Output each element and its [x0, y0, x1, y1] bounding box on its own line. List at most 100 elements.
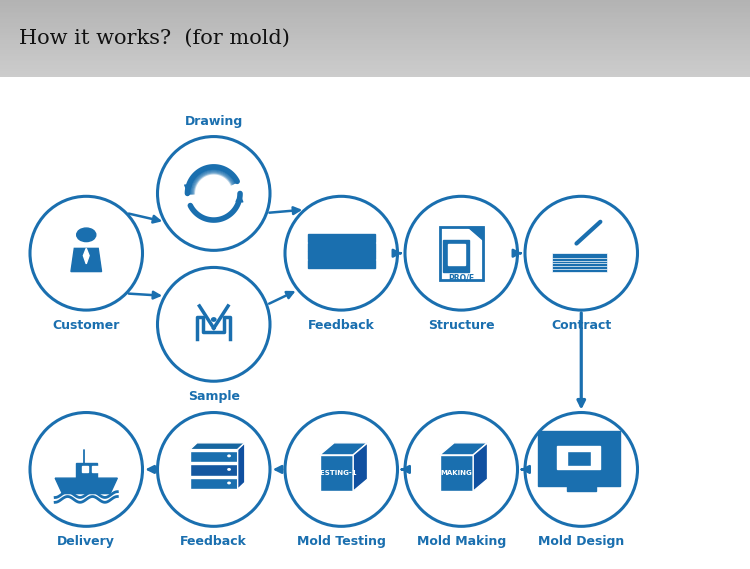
- Polygon shape: [469, 226, 483, 240]
- Bar: [0, 35, 750, 36]
- FancyBboxPatch shape: [308, 234, 375, 242]
- FancyBboxPatch shape: [551, 261, 607, 266]
- Bar: [0, 29, 750, 31]
- Polygon shape: [83, 248, 89, 264]
- Ellipse shape: [211, 317, 217, 322]
- FancyBboxPatch shape: [82, 466, 88, 472]
- Bar: [0, 46, 750, 48]
- Bar: [0, 21, 750, 23]
- Bar: [0, 10, 750, 11]
- Text: Sample: Sample: [188, 390, 240, 403]
- Ellipse shape: [405, 413, 517, 526]
- FancyBboxPatch shape: [308, 260, 375, 268]
- Ellipse shape: [285, 196, 398, 310]
- FancyBboxPatch shape: [308, 242, 375, 251]
- Bar: [0, 40, 750, 42]
- Text: Mold Testing: Mold Testing: [297, 535, 386, 548]
- Ellipse shape: [525, 196, 638, 310]
- Bar: [0, 23, 750, 25]
- Text: Delivery: Delivery: [57, 535, 116, 548]
- FancyBboxPatch shape: [190, 477, 238, 489]
- Bar: [0, 57, 750, 60]
- Bar: [0, 39, 750, 40]
- Ellipse shape: [158, 267, 270, 381]
- Bar: [0, 31, 750, 32]
- FancyBboxPatch shape: [448, 244, 464, 265]
- Text: .stp: .stp: [204, 189, 231, 203]
- Text: PRO/E: PRO/E: [448, 274, 474, 283]
- Bar: [0, 36, 750, 39]
- Polygon shape: [238, 443, 244, 489]
- FancyBboxPatch shape: [440, 226, 483, 280]
- Text: How it works?  (for mold): How it works? (for mold): [19, 29, 290, 48]
- Ellipse shape: [227, 455, 231, 457]
- Bar: [0, 27, 750, 29]
- Text: Contract: Contract: [551, 319, 611, 332]
- Bar: [0, 54, 750, 56]
- FancyBboxPatch shape: [190, 464, 238, 476]
- FancyBboxPatch shape: [443, 240, 470, 271]
- Ellipse shape: [158, 137, 270, 250]
- Polygon shape: [440, 443, 488, 455]
- Bar: [0, 11, 750, 14]
- Bar: [0, 4, 750, 6]
- Text: Structure: Structure: [428, 319, 494, 332]
- Bar: [0, 60, 750, 61]
- Bar: [0, 0, 750, 2]
- Bar: [0, 75, 750, 77]
- Ellipse shape: [405, 196, 517, 310]
- Bar: [0, 44, 750, 46]
- FancyBboxPatch shape: [308, 251, 375, 259]
- Bar: [0, 17, 750, 19]
- Ellipse shape: [30, 413, 142, 526]
- Text: TESTING-1: TESTING-1: [316, 471, 357, 476]
- FancyBboxPatch shape: [92, 466, 98, 472]
- Bar: [0, 25, 750, 27]
- Bar: [0, 65, 750, 67]
- FancyBboxPatch shape: [551, 259, 607, 263]
- Bar: [0, 67, 750, 69]
- Ellipse shape: [285, 413, 398, 526]
- Ellipse shape: [227, 481, 231, 484]
- Bar: [0, 61, 750, 63]
- FancyBboxPatch shape: [557, 446, 600, 469]
- Bar: [0, 19, 750, 21]
- Bar: [0, 71, 750, 73]
- FancyBboxPatch shape: [567, 485, 596, 491]
- Text: Feedback: Feedback: [180, 535, 248, 548]
- Polygon shape: [440, 455, 473, 491]
- FancyBboxPatch shape: [551, 264, 607, 269]
- Polygon shape: [473, 443, 488, 491]
- Polygon shape: [56, 478, 117, 494]
- Bar: [0, 15, 750, 17]
- Text: MAKING: MAKING: [440, 471, 472, 476]
- Bar: [0, 14, 750, 15]
- Ellipse shape: [158, 413, 270, 526]
- Bar: [0, 42, 750, 44]
- Text: Drawing: Drawing: [184, 115, 243, 128]
- Polygon shape: [320, 455, 353, 491]
- FancyBboxPatch shape: [551, 256, 607, 261]
- Bar: [0, 63, 750, 65]
- Polygon shape: [353, 443, 368, 491]
- Bar: [0, 56, 750, 57]
- FancyBboxPatch shape: [190, 451, 238, 462]
- Bar: [0, 69, 750, 71]
- FancyBboxPatch shape: [567, 451, 591, 465]
- FancyBboxPatch shape: [551, 267, 607, 271]
- Text: Customer: Customer: [53, 319, 120, 332]
- Text: Mold Design: Mold Design: [538, 535, 624, 548]
- Bar: [0, 32, 750, 35]
- Polygon shape: [320, 443, 368, 455]
- Polygon shape: [71, 248, 101, 271]
- Text: Mold Making: Mold Making: [417, 535, 506, 548]
- Bar: [0, 50, 750, 52]
- Ellipse shape: [227, 468, 231, 471]
- Bar: [0, 7, 750, 10]
- Ellipse shape: [30, 196, 142, 310]
- Bar: [0, 52, 750, 54]
- Ellipse shape: [76, 228, 96, 242]
- Polygon shape: [190, 443, 244, 450]
- FancyBboxPatch shape: [551, 253, 607, 258]
- Bar: [0, 48, 750, 50]
